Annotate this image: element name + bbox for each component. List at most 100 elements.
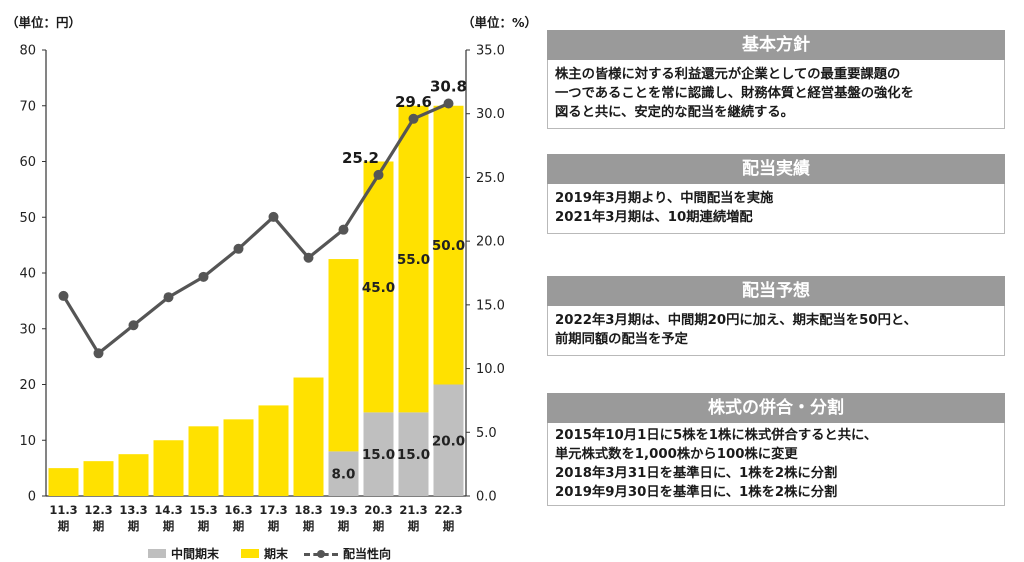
right-axis-tick-label: 20.0 [476,235,505,250]
x-axis-tick-label: 期 [338,519,350,533]
left-axis-unit: （単位：円） [6,15,82,30]
right-axis-tick-label: 5.0 [476,426,497,441]
x-axis-tick-label: 16.3 [224,503,252,517]
legend: 中間期末 期末 配当性向 [148,545,391,562]
bar-yearend [48,468,79,496]
panel-line: 前期同額の配当を予定 [555,332,688,347]
panel-title: 株式の併合・分割 [547,393,1005,423]
bar-interim [363,412,394,496]
panel-body: 2019年3月期より、中間配当を実施 2021年3月期は、10期連続増配 [547,184,1005,234]
left-axis-tick-label: 0 [28,490,36,505]
payout-point [338,224,349,235]
panel-title: 基本方針 [547,30,1005,60]
left-axis-tick-label: 30 [19,322,36,337]
payout-point [303,252,314,263]
panel-line: 2019年3月期より、中間配当を実施 [555,191,774,206]
payout-point [373,169,384,180]
x-axis-tick-label: 期 [93,519,105,533]
panel-body: 2015年10月1日に5株を1株に株式併合すると共に、 単元株式数を1,000株… [547,423,1005,506]
right-axis-tick-label: 15.0 [476,298,505,313]
x-axis-tick-label: 期 [443,519,455,533]
left-axis-tick-label: 80 [19,44,36,59]
x-axis-tick-label: 期 [408,519,420,533]
panel-line: 単元株式数を1,000株から100株に変更 [555,447,798,462]
x-axis-tick-label: 22.3 [434,503,462,517]
bar-value-label: 45.0 [362,280,395,296]
bar-interim [433,384,464,496]
panel-body: 株主の皆様に対する利益還元が企業としての最重要課題の 一つであることを常に認識し… [547,60,1005,129]
right-axis-tick-label: 0.0 [476,490,497,505]
panel-body: 2022年3月期は、中間期20円に加え、期末配当を50円と、 前期同額の配当を予… [547,306,1005,356]
right-axis-tick-label: 25.0 [476,171,505,186]
payout-point [443,98,454,109]
bar-value-label: 20.0 [432,433,465,449]
right-axis-tick-label: 30.0 [476,107,505,122]
bar-yearend [328,259,359,452]
panel-share-consolidation-split: 株式の併合・分割 2015年10月1日に5株を1株に株式併合すると共に、 単元株… [547,393,1005,506]
bar-interim [398,412,429,496]
legend-label-payout: 配当性向 [343,547,392,561]
bar-yearend [363,161,394,413]
legend-swatch-interim [148,549,166,558]
panel-title: 配当予想 [547,276,1005,306]
payout-value-label: 29.6 [395,93,432,111]
x-axis-tick-label: 20.3 [364,503,392,517]
payout-point [128,320,139,331]
bar-yearend [258,405,289,496]
x-axis-tick-label: 17.3 [259,503,287,517]
left-axis-tick-label: 20 [19,378,36,393]
panel-dividend-forecast: 配当予想 2022年3月期は、中間期20円に加え、期末配当を50円と、 前期同額… [547,276,1005,356]
bar-value-label: 55.0 [397,252,430,268]
bar-value-label: 15.0 [362,447,395,463]
panel-line: 2015年10月1日に5株を1株に株式併合すると共に、 [555,428,878,443]
panel-dividend-record: 配当実績 2019年3月期より、中間配当を実施 2021年3月期は、10期連続増… [547,154,1005,234]
legend-label-yearend: 期末 [264,547,289,561]
right-axis-tick-label: 35.0 [476,44,505,59]
bar-value-label: 8.0 [332,467,356,483]
x-axis-tick-label: 期 [373,519,385,533]
left-axis-tick-label: 60 [19,155,36,170]
payout-value-label: 30.8 [430,78,467,96]
legend-swatch-yearend [241,549,260,558]
bar-value-label: 15.0 [397,447,430,463]
x-axis-tick-label: 13.3 [119,503,147,517]
x-axis-tick-label: 期 [233,519,245,533]
panel-basic-policy: 基本方針 株主の皆様に対する利益還元が企業としての最重要課題の 一つであることを… [547,30,1005,129]
payout-point [233,243,244,254]
x-axis-tick-label: 19.3 [329,503,357,517]
left-axis-tick-label: 10 [19,434,36,449]
panel-line: 2021年3月期は、10期連続増配 [555,210,753,225]
x-axis-tick-label: 期 [268,519,280,533]
bar-interim [328,451,359,496]
x-axis-tick-label: 14.3 [154,503,182,517]
left-axis-tick-label: 50 [19,211,36,226]
x-axis-tick-label: 期 [128,519,140,533]
left-axis-tick-label: 40 [19,267,36,282]
bar-yearend [188,426,219,496]
x-axis-tick-label: 12.3 [84,503,112,517]
panel-line: 一つであることを常に認識し、財務体質と経営基盤の強化を [555,86,914,101]
payout-point [408,113,419,124]
payout-line [62,102,450,355]
panel-line: 図ると共に、安定的な配当を継続する。 [555,105,794,120]
x-axis-tick-label: 期 [303,519,315,533]
x-axis-tick-label: 18.3 [294,503,322,517]
bar-yearend [293,377,324,496]
x-axis-tick-label: 期 [198,519,210,533]
right-axis-unit: （単位：%） [462,15,538,30]
payout-point [93,348,104,359]
bar-value-label: 50.0 [432,238,465,254]
payout-point [198,271,209,282]
payout-point [58,290,69,301]
bar-yearend [433,105,464,385]
x-axis-tick-label: 期 [163,519,175,533]
payout-value-label: 25.2 [342,149,379,167]
panel-line: 2019年9月30日を基準日に、1株を2株に分割 [555,485,838,500]
panel-title: 配当実績 [547,154,1005,184]
bar-yearend [83,461,114,496]
payout-point [163,292,174,303]
bar-yearend [153,440,184,496]
panel-line: 株主の皆様に対する利益還元が企業としての最重要課題の [555,67,901,82]
x-axis-tick-label: 11.3 [49,503,77,517]
legend-swatch-payout [304,549,339,559]
